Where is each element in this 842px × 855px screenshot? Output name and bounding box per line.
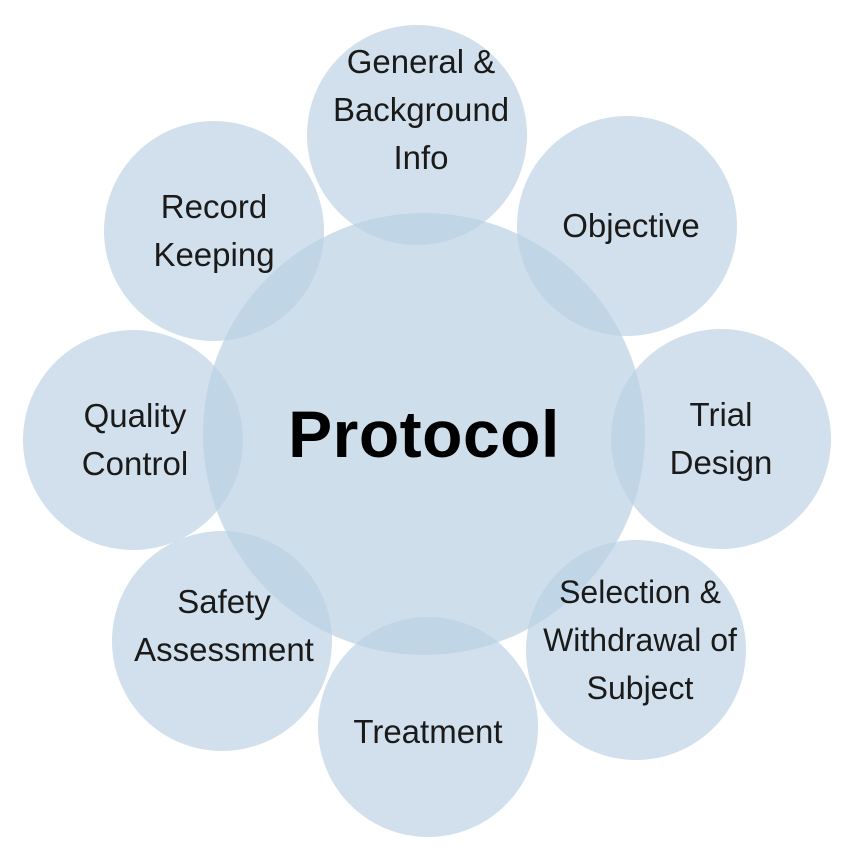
label-quality-control: Quality Control <box>81 397 189 482</box>
circle-trial-design: Trial Design <box>611 329 831 549</box>
circle-selection-withdrawal: Selection & Withdrawal of Subject <box>526 540 746 760</box>
circle-general-background-info: General & Background Info <box>307 25 527 245</box>
label-trial-design: Trial Design <box>669 396 773 481</box>
label-selection-withdrawal: Selection & Withdrawal of Subject <box>543 574 737 706</box>
label-objective: Objective <box>562 207 700 244</box>
circle-quality-control: Quality Control <box>23 330 243 550</box>
circle-objective: Objective <box>517 116 737 336</box>
label-general-background-info: General & Background Info <box>332 43 510 176</box>
center-label: Protocol <box>288 397 560 471</box>
circle-record-keeping: Record Keeping <box>104 121 324 341</box>
label-safety-assessment: Safety Assessment <box>134 583 314 668</box>
circle-safety-assessment: Safety Assessment <box>112 531 332 751</box>
label-record-keeping: Record Keeping <box>153 188 275 273</box>
label-treatment: Treatment <box>353 713 503 750</box>
circle-treatment: Treatment <box>318 617 538 837</box>
